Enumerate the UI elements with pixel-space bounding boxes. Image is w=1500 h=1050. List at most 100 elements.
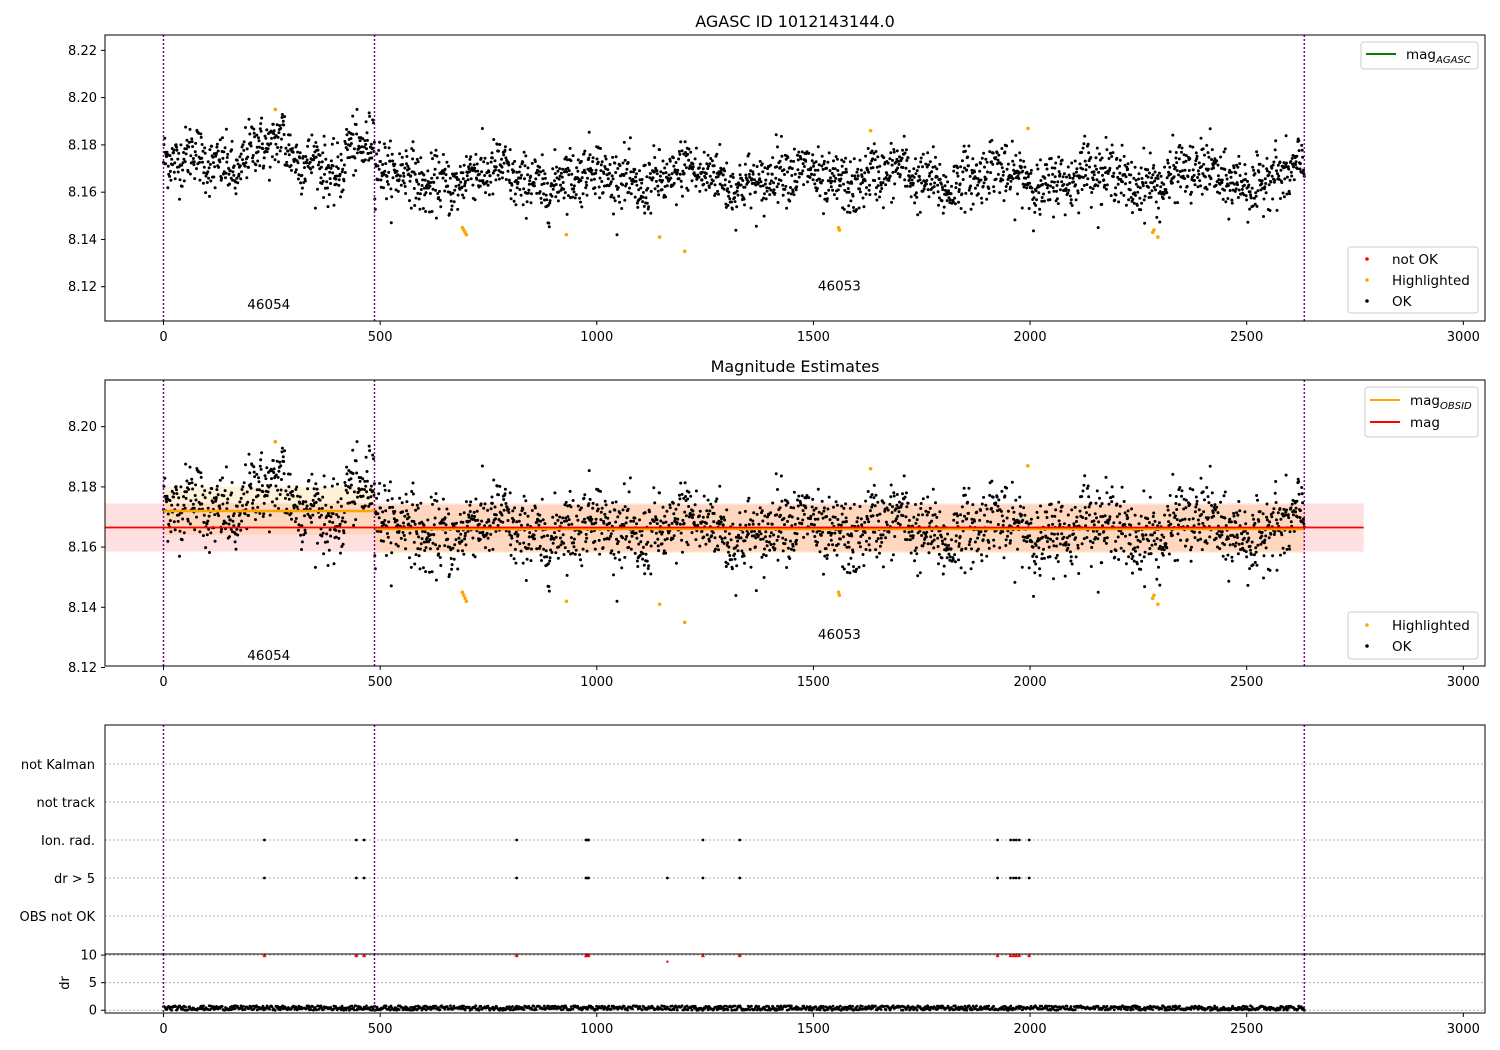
ok-point — [540, 559, 543, 562]
ok-point — [482, 506, 486, 510]
ok-point — [1101, 524, 1104, 528]
ok-point — [599, 147, 602, 150]
ok-point — [1049, 537, 1052, 541]
ok-point — [766, 515, 769, 519]
ok-point — [872, 483, 876, 487]
ok-point — [513, 547, 517, 551]
ok-point — [177, 513, 181, 517]
ok-point — [1021, 169, 1025, 173]
ok-point — [878, 512, 882, 516]
ok-point — [839, 177, 843, 181]
ok-point — [437, 507, 441, 511]
ok-point — [1135, 203, 1139, 207]
ok-point — [579, 530, 583, 534]
ok-point — [309, 167, 313, 171]
ok-point — [389, 584, 393, 588]
ok-point — [271, 459, 275, 462]
ok-point — [1100, 156, 1104, 160]
ok-point — [498, 484, 502, 488]
ok-point — [675, 171, 679, 175]
ok-point — [860, 175, 864, 179]
ok-point — [921, 165, 924, 169]
ok-point — [718, 535, 722, 539]
ok-point — [593, 539, 597, 543]
ok-point — [624, 171, 628, 175]
ok-point — [254, 163, 258, 167]
ok-point — [383, 169, 387, 173]
ok-point — [1004, 185, 1008, 188]
ok-point — [331, 164, 335, 168]
ok-point — [399, 536, 403, 540]
ok-point — [560, 175, 564, 179]
ok-point — [450, 204, 454, 208]
ok-point — [937, 196, 941, 200]
ok-point — [1165, 176, 1169, 180]
ok-point — [522, 541, 526, 545]
ok-point — [569, 505, 573, 509]
ok-point — [910, 178, 914, 182]
ok-point — [309, 516, 313, 520]
ok-point — [1139, 208, 1143, 212]
ok-point — [850, 174, 854, 178]
ok-point — [901, 514, 905, 518]
ok-point — [1193, 162, 1197, 166]
ok-point — [731, 172, 735, 176]
ok-point — [1115, 156, 1119, 160]
ok-point — [829, 176, 832, 180]
ok-point — [730, 558, 733, 562]
agasc-xtick-label: 2500 — [1230, 330, 1263, 345]
ok-point — [538, 190, 542, 194]
ok-point — [1081, 146, 1085, 150]
ok-point — [1098, 152, 1101, 156]
ok-point — [530, 161, 534, 165]
ok-point — [1039, 158, 1042, 162]
ok-point — [306, 487, 310, 491]
ok-point — [444, 173, 448, 177]
ok-point — [948, 555, 952, 559]
ok-point — [884, 536, 888, 540]
ok-point — [602, 521, 606, 525]
ok-point — [1025, 540, 1029, 544]
ok-point — [512, 169, 516, 173]
ok-point — [1122, 193, 1126, 197]
ok-point — [772, 181, 776, 185]
ok-point — [1098, 180, 1102, 184]
ok-point — [1053, 175, 1057, 179]
ok-point — [614, 520, 618, 524]
ok-point — [349, 137, 353, 140]
ok-point — [1108, 515, 1112, 519]
ok-point — [390, 195, 394, 199]
ok-point — [638, 518, 641, 522]
ok-point — [419, 542, 423, 546]
ok-point — [870, 149, 874, 153]
ok-point — [1100, 502, 1104, 506]
ok-point — [1049, 502, 1053, 506]
ok-point — [796, 158, 800, 162]
ok-point — [462, 163, 466, 167]
ok-point — [1151, 173, 1155, 177]
ok-point — [165, 500, 168, 504]
ok-point — [1286, 165, 1290, 169]
ok-point — [702, 182, 706, 186]
ok-point — [1047, 523, 1051, 527]
ok-point — [1137, 172, 1141, 176]
ok-point — [611, 501, 615, 505]
ok-point — [314, 500, 318, 504]
ok-point — [996, 172, 1000, 176]
ok-point — [659, 519, 663, 523]
ok-point — [1144, 533, 1148, 537]
ok-point — [683, 481, 687, 485]
ok-point — [1294, 163, 1298, 166]
ok-point — [257, 145, 261, 149]
ok-point — [870, 505, 874, 509]
ok-point — [518, 165, 522, 169]
ok-point — [769, 543, 773, 546]
ok-point — [1252, 196, 1256, 200]
ok-point — [211, 501, 215, 504]
ok-point — [432, 173, 436, 177]
ok-point — [768, 193, 772, 197]
ok-point — [367, 111, 371, 115]
ok-point — [1134, 549, 1137, 553]
ok-point — [721, 523, 725, 527]
ok-point — [267, 178, 271, 182]
